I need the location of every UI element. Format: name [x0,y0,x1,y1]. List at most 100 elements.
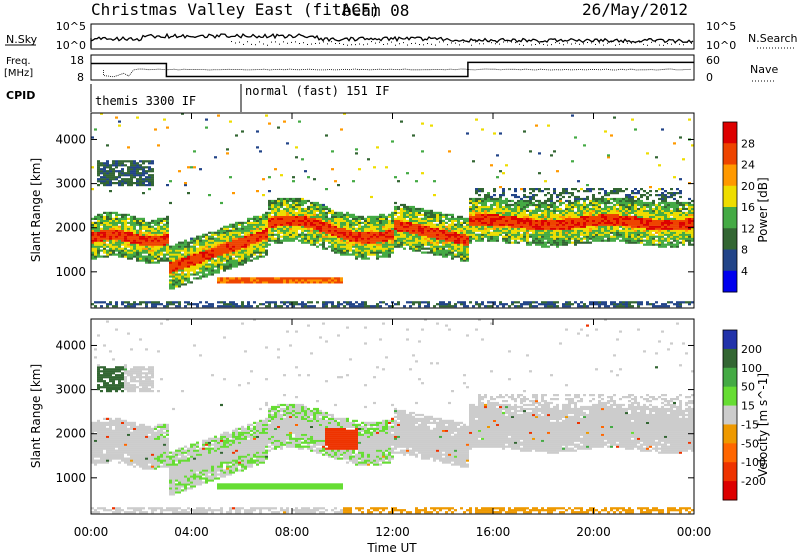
power-cell [139,174,142,177]
power-cell [376,237,379,240]
search-noise-dot [455,42,456,44]
power-cell [577,221,580,224]
power-cell [133,249,136,252]
power-cell [127,237,130,240]
power-cell [349,301,352,304]
power-cell [121,225,124,228]
power-cell [289,225,292,228]
power-cell [286,213,289,216]
power-cell [274,207,277,211]
power-cell [556,221,559,224]
power-cell [253,277,256,280]
power-cell [460,239,463,242]
power-cell [310,231,313,234]
power-cell [634,207,637,211]
power-cell [547,303,550,306]
power-cell [139,241,142,244]
power-cell [385,251,388,254]
power-cell [268,277,271,280]
power-cell [184,267,187,270]
power-cell [514,207,517,211]
power-cell [112,174,115,177]
power-cell [280,231,283,234]
power-cell [313,277,316,280]
power-cell [211,267,214,270]
freq-right-tick-top: 60 [706,54,720,67]
power-cell [256,239,259,242]
power-cell [391,227,394,230]
power-cell [520,197,523,201]
power-cell [325,227,328,230]
power-cell [130,231,133,234]
power-cell [511,301,514,304]
power-cell [292,201,295,205]
power-cell [208,253,211,256]
freq-strip-frame [90,54,695,81]
power-cell [331,305,334,308]
power-cell [256,219,259,222]
power-cell [295,301,298,304]
power-cell [295,201,298,205]
power-cell [106,243,109,246]
power-cell [178,305,181,308]
power-cell [454,223,457,226]
power-cell [232,251,235,254]
power-cell [166,245,169,248]
power-cell [550,233,553,236]
power-cell [406,205,409,209]
power-cell [415,237,418,240]
power-cell [373,251,376,254]
power-cell [583,241,586,244]
power-cell [505,239,508,242]
power-cell [535,219,538,222]
search-noise-dot [619,43,620,45]
power-cell [271,207,274,211]
power-cell [112,170,115,173]
power-cell [388,235,391,238]
power-cell [463,229,466,232]
power-cell [454,241,457,244]
power-cell [547,301,550,304]
power-cell [187,257,190,260]
power-cell [148,184,151,187]
power-cell [376,221,379,224]
power-cell [514,213,517,216]
power-cell [184,301,187,304]
power-cell [523,190,526,193]
power-cell [127,217,130,220]
power-cell [523,227,526,230]
power-cell [205,267,208,270]
power-cell [358,219,361,222]
power-cell [112,211,115,214]
power-cell [307,233,310,236]
power-cell [373,229,376,232]
sky-trace [90,32,694,48]
search-noise-dot [543,43,544,45]
power-cell [103,170,106,173]
power-cell [337,239,340,242]
power-cell [613,116,616,119]
power-cell [523,203,526,207]
power-cell [148,237,151,240]
power-cell [256,223,259,226]
power-cell [316,215,319,218]
power-cell [121,255,124,258]
power-cell [97,174,100,177]
power-cell [433,217,436,220]
power-cell [481,205,484,209]
power-cell [241,227,244,230]
power-cell [187,249,190,252]
power-cell [220,249,223,252]
power-cell [562,195,565,199]
power-cell [151,231,154,234]
power-cell [499,201,502,205]
power-cell [442,215,445,218]
power-cell [649,303,652,306]
power-cell [259,237,262,240]
power-cell [631,223,634,226]
power-cell [379,255,382,258]
power-cell [481,128,484,131]
power-cell [583,217,586,220]
power-cell [310,211,313,214]
power-cell [577,195,580,199]
